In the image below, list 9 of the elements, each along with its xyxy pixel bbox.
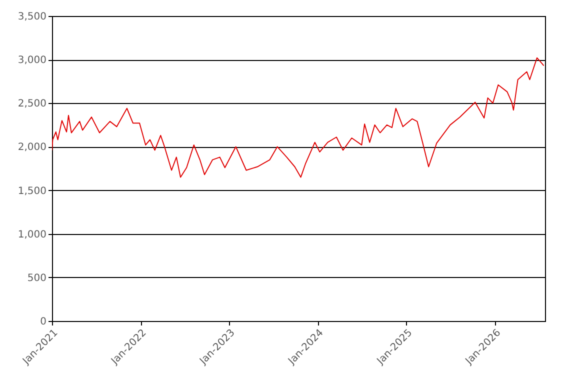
y-tick-label: 2,500	[18, 98, 46, 110]
y-tick-label: 0	[40, 316, 46, 328]
y-tick-label: 3,000	[18, 55, 46, 66]
y-tick-label: 3,500	[18, 12, 46, 22]
y-tick-label: 500	[27, 272, 46, 284]
line-series	[52, 57, 544, 178]
y-tick-label: 2,000	[18, 142, 46, 154]
y-tick-label: 1,500	[18, 186, 46, 197]
y-tick-label: 1,000	[18, 229, 46, 240]
